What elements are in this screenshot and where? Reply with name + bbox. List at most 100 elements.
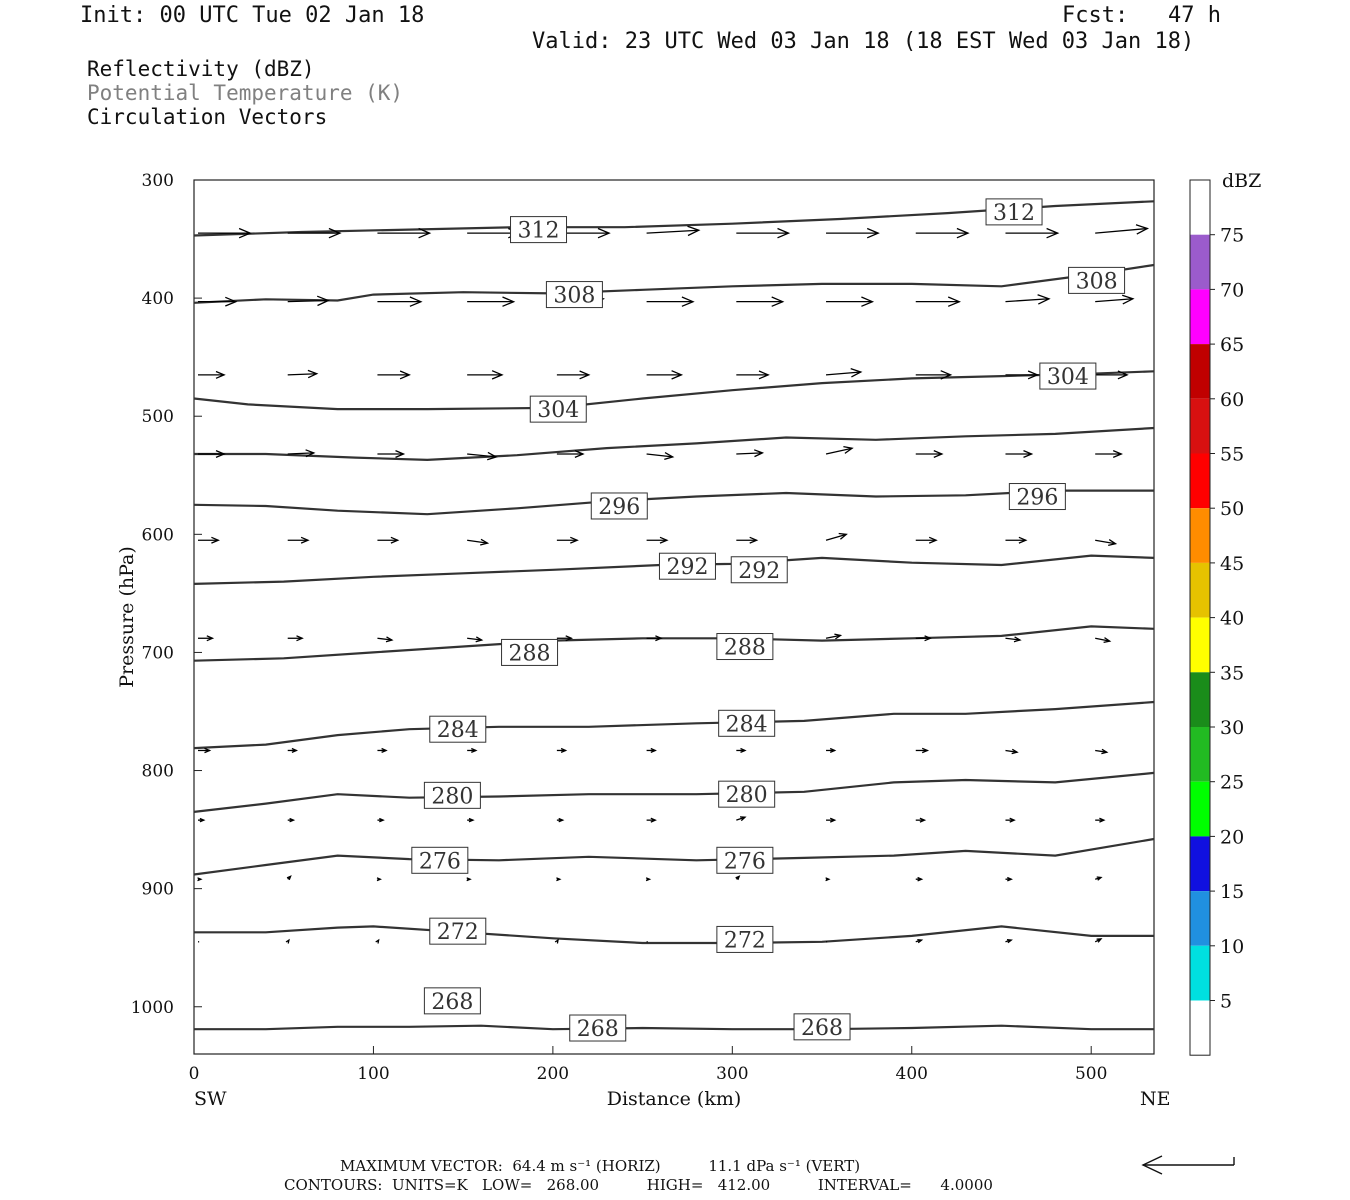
circulation-vector: [736, 747, 747, 753]
vector-head: [735, 875, 741, 881]
vector-head: [834, 633, 843, 640]
x-tick-label: 200: [537, 1064, 569, 1084]
vector-head: [1046, 227, 1060, 239]
contour-info-footer: CONTOURS: UNITS=K LOW= 268.00 HIGH= 412.…: [284, 1176, 993, 1194]
vector-shaft: [287, 452, 314, 455]
colorbar-segment: [1190, 180, 1210, 235]
contour-label-box: [1068, 266, 1126, 294]
circulation-vector: [825, 367, 863, 378]
circulation-vector: [1005, 227, 1060, 239]
colorbar-label: 55: [1220, 444, 1244, 466]
vector-head: [558, 817, 565, 823]
contour-label-272: 272: [716, 925, 774, 953]
vector-shaft: [287, 373, 317, 376]
vector-head: [390, 536, 400, 544]
contour-label-box: [985, 198, 1043, 226]
circulation-vector: [285, 938, 290, 944]
vector-head: [753, 449, 765, 458]
vector-head: [947, 296, 961, 307]
vector-head: [664, 452, 675, 461]
circulation-vector: [915, 876, 924, 882]
contour-label-box: [716, 633, 774, 661]
colorbar-segment: [1190, 453, 1210, 509]
contour-label-text: 284: [437, 718, 479, 743]
vector-shaft: [1095, 298, 1133, 303]
colorbar-label: 75: [1220, 225, 1244, 247]
vector-head: [399, 370, 411, 380]
contour-label-box: [529, 395, 587, 423]
vector-head: [671, 370, 684, 380]
circulation-vector: [287, 747, 299, 753]
circulation-vector: [467, 451, 498, 461]
x-tick-label: 500: [1075, 1064, 1107, 1084]
circulation-vector: [556, 877, 562, 882]
circulation-vector: [826, 817, 837, 823]
contour-label-box: [658, 552, 716, 580]
vector-head: [928, 536, 938, 544]
contour-label-box: [423, 781, 481, 809]
vector-head: [687, 225, 701, 237]
vector-shaft: [1005, 298, 1050, 303]
valid-time: Valid: 23 UTC Wed 03 Jan 18 (18 EST Wed …: [532, 29, 1195, 54]
contour-label-text: 304: [537, 398, 579, 423]
circulation-vector: [467, 296, 516, 307]
contour-label-296: 296: [590, 492, 648, 520]
circulation-vector: [467, 538, 490, 546]
colorbar-label: 45: [1220, 553, 1244, 575]
circulation-vector: [826, 227, 880, 239]
contour-label-text: 268: [431, 990, 473, 1015]
contour-label-292: 292: [730, 556, 788, 584]
vector-head: [385, 636, 394, 643]
colorbar-segment: [1190, 891, 1210, 946]
vector-head: [866, 227, 880, 239]
y-axis-label: Pressure (hPa): [116, 546, 138, 688]
contour-label-layer: 312 312 308 308 304 304 296 296 292 292 288 288 284 2…: [411, 198, 1126, 1042]
vector-head: [1108, 539, 1118, 547]
field-reflectivity: Reflectivity (dBZ): [87, 57, 315, 81]
y-tick-label: 800: [142, 762, 174, 782]
circulation-vector: [287, 227, 342, 239]
contour-label-text: 304: [1047, 365, 1089, 390]
vector-head: [1103, 637, 1112, 644]
contour-272: [194, 925, 1154, 945]
circulation-vector: [467, 817, 475, 823]
contour-296: [193, 489, 1154, 516]
circulation-vector: [376, 877, 382, 882]
vector-head: [740, 747, 747, 753]
vector-head: [316, 295, 330, 307]
vector-head: [395, 450, 406, 458]
vector-head: [655, 635, 663, 642]
contour-label-308: 308: [545, 281, 603, 309]
contour-label-text: 292: [666, 555, 708, 580]
vector-head: [471, 747, 478, 754]
vector-head: [825, 877, 831, 882]
colorbar-label: 10: [1220, 936, 1244, 958]
axis-layer: 0 100 200 300 400 500 300 400 500 600 700 800 900 100…: [131, 171, 1108, 1084]
vector-head: [1117, 370, 1129, 380]
vector-head: [917, 876, 924, 882]
contour-label-box: [510, 216, 568, 244]
contour-label-308: 308: [1068, 266, 1126, 294]
vector-head: [829, 747, 837, 753]
vector-head: [1099, 817, 1106, 823]
x-axis-label: Distance (km): [607, 1088, 742, 1110]
vector-head: [1011, 748, 1019, 755]
vector-head: [468, 817, 475, 823]
vector-head: [376, 877, 382, 882]
vector-shaft: [1095, 637, 1110, 642]
circulation-vector: [1005, 294, 1051, 305]
circulation-vector: [1005, 636, 1022, 643]
colorbar-unit: dBZ: [1222, 170, 1261, 192]
y-tick-label: 600: [142, 525, 174, 545]
contour-label-text: 308: [553, 284, 595, 309]
contour-label-box: [716, 925, 774, 953]
sw-label: SW: [194, 1088, 227, 1110]
contour-label-280: 280: [718, 780, 776, 808]
contour-label-text: 276: [419, 849, 461, 874]
vector-shaft: [825, 447, 853, 455]
colorbar-label: 70: [1220, 279, 1244, 301]
vector-head: [381, 747, 388, 753]
vector-head: [409, 296, 423, 307]
forecast-hour: Fcst: 47 h: [1062, 3, 1221, 28]
vector-head: [921, 747, 930, 754]
